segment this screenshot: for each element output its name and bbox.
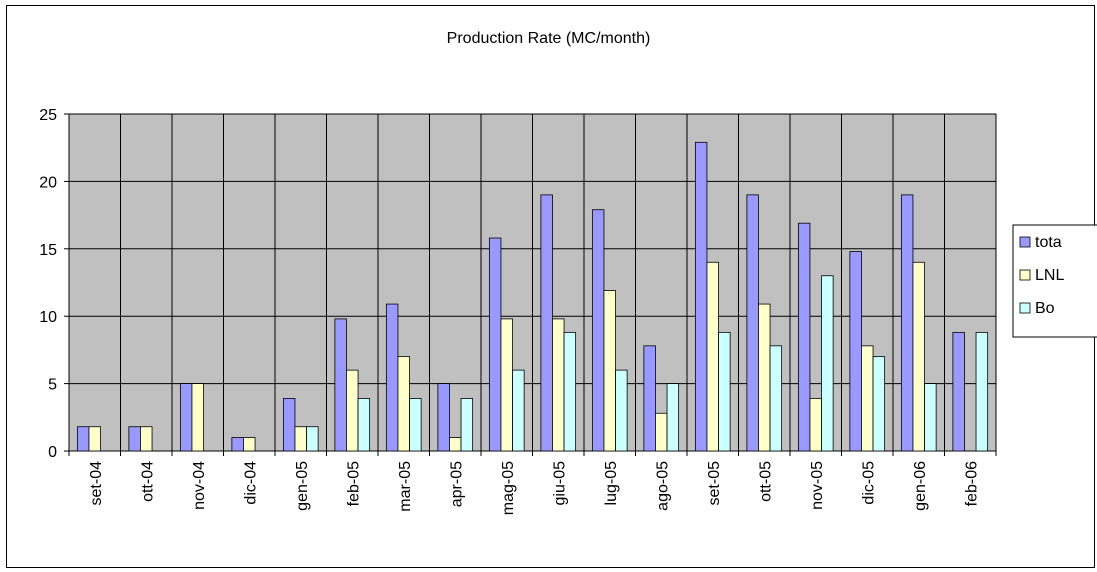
bar-tota bbox=[952, 331, 965, 452]
bar-tota bbox=[231, 437, 244, 452]
x-tick-label: apr-05 bbox=[448, 461, 465, 507]
bar-bo bbox=[306, 426, 319, 452]
bar-lnl bbox=[243, 437, 256, 452]
bar-bo bbox=[924, 383, 937, 452]
bar-lnl bbox=[500, 318, 513, 452]
bar-bo bbox=[821, 275, 834, 452]
bar-lnl bbox=[346, 369, 359, 452]
bar-bo bbox=[718, 331, 731, 452]
bar-tota bbox=[797, 222, 811, 452]
bar-bo bbox=[357, 398, 371, 452]
bar-bo bbox=[975, 331, 989, 452]
bar-lnl bbox=[449, 437, 462, 452]
legend-label-bo: Bo bbox=[1035, 300, 1055, 317]
x-tick-label: nov-05 bbox=[809, 461, 826, 510]
y-tick-label: 20 bbox=[39, 174, 57, 191]
x-tick-label: gen-05 bbox=[294, 461, 311, 511]
x-tick-label: set-04 bbox=[88, 461, 105, 506]
x-tick-label: ott-04 bbox=[139, 461, 156, 502]
bar-bo bbox=[615, 369, 628, 452]
x-tick-label: ago-05 bbox=[654, 461, 671, 511]
x-tick-label: mar-05 bbox=[397, 461, 414, 512]
bar-tota bbox=[437, 383, 450, 452]
y-tick-label: 5 bbox=[48, 377, 57, 394]
legend-label-tota: tota bbox=[1035, 234, 1062, 251]
bar-tota bbox=[540, 194, 553, 452]
x-tick-label: mag-05 bbox=[500, 461, 517, 515]
bar-lnl bbox=[88, 426, 101, 452]
bar-lnl bbox=[191, 383, 204, 452]
bar-bo bbox=[666, 383, 680, 452]
bar-tota bbox=[179, 383, 193, 452]
bar-tota bbox=[694, 141, 708, 452]
x-tick-label: giu-05 bbox=[551, 461, 568, 506]
bar-bo bbox=[563, 331, 577, 452]
x-tick-label: feb-06 bbox=[963, 461, 980, 506]
bar-lnl bbox=[655, 412, 668, 452]
y-tick-label: 25 bbox=[39, 107, 57, 124]
bar-tota bbox=[334, 318, 347, 452]
x-tick-label: dic-04 bbox=[242, 461, 259, 505]
bar-bo bbox=[769, 345, 783, 452]
x-tick-label: ott-05 bbox=[757, 461, 774, 502]
chart-title: Production Rate (MC/month) bbox=[446, 30, 651, 47]
bar-bo bbox=[872, 356, 886, 452]
x-tick-label: feb-05 bbox=[345, 461, 362, 506]
x-tick-label: dic-05 bbox=[860, 461, 877, 505]
legend-swatch-lnl bbox=[1019, 269, 1031, 281]
bar-lnl bbox=[706, 261, 719, 452]
bar-lnl bbox=[552, 318, 565, 452]
x-tick-label: set-05 bbox=[706, 461, 723, 506]
bar-lnl bbox=[758, 303, 771, 452]
bar-lnl bbox=[912, 261, 925, 452]
bar-tota bbox=[128, 426, 141, 452]
bar-bo bbox=[460, 398, 474, 452]
bar-lnl bbox=[603, 290, 616, 452]
bar-tota bbox=[591, 209, 605, 452]
bar-tota bbox=[76, 426, 90, 452]
x-tick-label: gen-06 bbox=[912, 461, 929, 511]
bar-lnl bbox=[140, 426, 153, 452]
legend-label-lnl: LNL bbox=[1035, 267, 1064, 284]
y-tick-label: 10 bbox=[39, 309, 57, 326]
y-tick-label: 15 bbox=[39, 242, 57, 259]
bar-lnl bbox=[861, 345, 874, 452]
y-tick-label: 0 bbox=[48, 444, 57, 461]
bar-tota bbox=[282, 398, 296, 452]
bar-tota bbox=[849, 251, 862, 452]
bar-tota bbox=[900, 194, 914, 452]
legend-swatch-tota bbox=[1019, 236, 1031, 248]
bar-bo bbox=[512, 369, 525, 452]
bar-tota bbox=[643, 345, 656, 452]
bar-tota bbox=[385, 303, 399, 452]
bar-tota bbox=[488, 237, 502, 452]
bar-tota bbox=[746, 194, 759, 452]
bar-lnl bbox=[809, 398, 822, 452]
bar-lnl bbox=[397, 356, 410, 452]
bar-bo bbox=[409, 398, 422, 452]
legend-swatch-bo bbox=[1019, 302, 1031, 314]
bar-lnl bbox=[294, 426, 307, 452]
x-tick-label: lug-05 bbox=[603, 461, 620, 506]
x-tick-label: nov-04 bbox=[191, 461, 208, 510]
